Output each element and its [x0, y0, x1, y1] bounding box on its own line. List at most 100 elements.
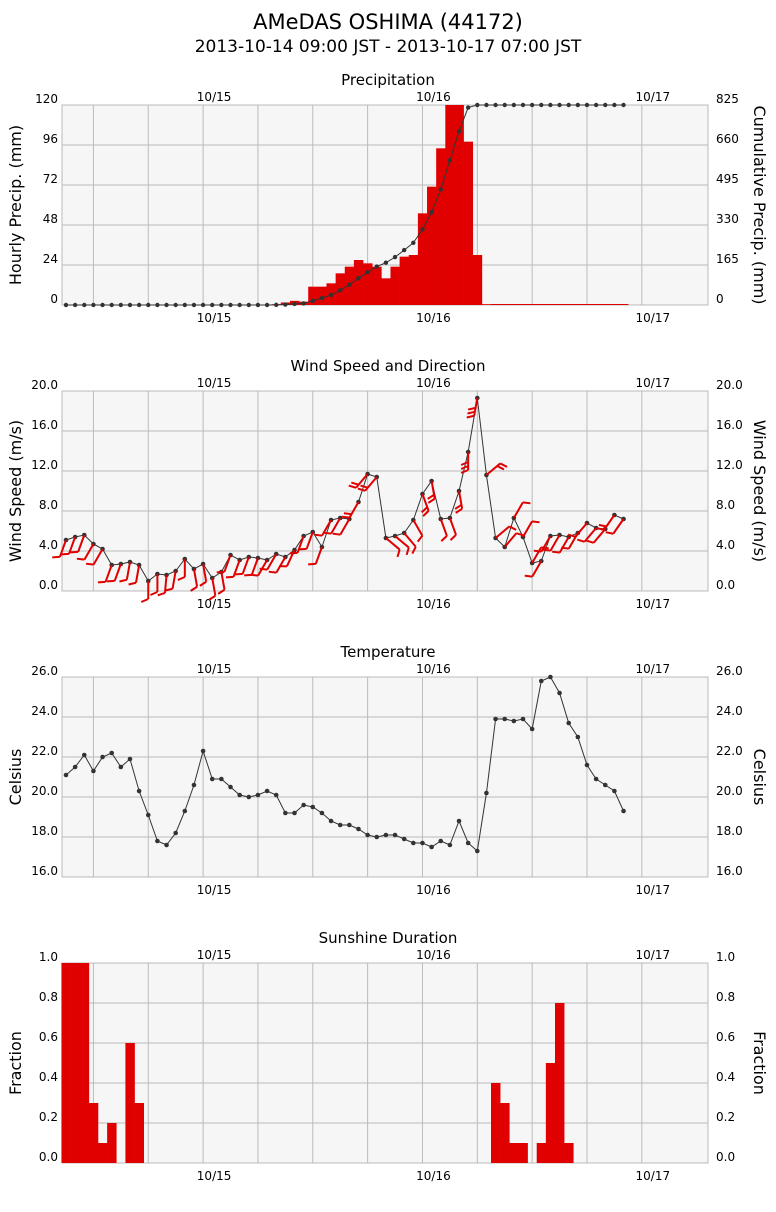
cumulative-point: [283, 302, 288, 307]
y-tick-label-right: 12.0: [716, 458, 743, 472]
x-tick-label: 10/17: [636, 883, 671, 897]
y-tick-label-right: 165: [716, 252, 739, 266]
wind-barb: [531, 546, 543, 564]
cumulative-point: [310, 298, 315, 303]
cumulative-point: [401, 247, 407, 253]
wind-barb-flag: [460, 469, 469, 474]
x-tick-label: 10/15: [197, 948, 232, 962]
series-point: [145, 812, 151, 818]
x-tick-label: 10/15: [197, 1169, 232, 1183]
series-point: [502, 716, 508, 722]
wind-barb: [275, 556, 287, 574]
x-tick-label: 10/16: [416, 311, 451, 325]
bar: [481, 304, 492, 305]
cumulative-point: [621, 102, 626, 108]
wind-barb-flag: [598, 523, 607, 528]
y-tick-label: 0.0: [39, 1150, 58, 1164]
bar: [500, 1103, 510, 1163]
wind-barb-flag: [522, 501, 531, 505]
wind-barb: [232, 559, 241, 578]
bar: [545, 1063, 556, 1163]
wind-barb-flag: [199, 580, 207, 587]
cumulative-point: [173, 302, 178, 308]
cumulative-point: [118, 302, 124, 308]
y-tick-label: 0.2: [39, 1110, 58, 1124]
y-tick-label-right: 26.0: [716, 664, 743, 678]
chart-title: Precipitation: [341, 71, 435, 89]
y-tick-label: 16.0: [31, 418, 58, 432]
wind-barb: [448, 517, 457, 536]
wind-barb-flag: [596, 527, 605, 531]
y-tick-label: 20.0: [31, 784, 58, 798]
wind-barb-flag: [360, 484, 369, 489]
bar: [618, 304, 629, 305]
wind-barb: [211, 577, 217, 596]
chart-title: Temperature: [339, 643, 435, 661]
wind-barb-flag: [396, 549, 401, 558]
wind-barb-flag: [499, 462, 508, 468]
wind-barb: [540, 535, 552, 553]
wind-barb-flag: [460, 465, 469, 470]
x-tick-label: 10/15: [197, 376, 232, 390]
series-point: [429, 844, 434, 850]
y-tick-label: 0.0: [39, 578, 58, 592]
series-point: [273, 792, 279, 798]
series-point: [72, 764, 78, 770]
y-tick-label-right: 660: [716, 132, 739, 146]
x-tick-label: 10/16: [416, 90, 451, 104]
cumulative-point: [383, 260, 389, 265]
cumulative-point: [392, 254, 398, 260]
series-point: [374, 834, 380, 840]
y-axis-label-right: Fraction: [750, 1031, 769, 1095]
wind-barb: [296, 535, 305, 554]
wind-barb-flag: [455, 507, 463, 514]
series-point: [337, 822, 343, 828]
cumulative-point: [456, 129, 462, 134]
cumulative-point: [246, 302, 251, 308]
wind-barb-flag: [576, 538, 585, 543]
bar: [61, 963, 71, 1163]
wind-barb: [394, 535, 410, 549]
wind-barb: [494, 525, 511, 539]
bar: [308, 286, 318, 305]
y-tick-label-right: 0.0: [716, 1150, 735, 1164]
x-tick-label: 10/16: [416, 662, 451, 676]
bar: [79, 963, 90, 1163]
wind-barb: [192, 568, 199, 587]
y-tick-label-right: 20.0: [716, 378, 743, 392]
plot-area: [61, 390, 709, 592]
y-tick-label: 0: [50, 292, 58, 306]
wind-barb: [250, 557, 259, 576]
series-point: [91, 768, 96, 774]
y-tick-label: 18.0: [31, 824, 58, 838]
wind-barb-flag: [323, 531, 332, 535]
cumulative-point: [475, 102, 480, 108]
cumulative-point: [338, 288, 343, 293]
cumulative-point: [301, 301, 306, 306]
wind-barb-flag: [561, 546, 569, 550]
wind-barb: [522, 520, 533, 538]
chart-title: Wind Speed and Direction: [290, 357, 485, 375]
series-point: [228, 784, 233, 790]
series-point: [621, 808, 626, 814]
wind-barb: [503, 532, 518, 548]
wind-barb: [241, 556, 250, 575]
series-point: [292, 810, 297, 816]
wind-barb-flag: [454, 503, 462, 510]
series-point: [283, 810, 288, 816]
series-point: [493, 716, 498, 722]
y-tick-label-right: 825: [716, 92, 739, 106]
series-point: [602, 782, 608, 788]
wind-barb: [583, 527, 597, 543]
bar: [518, 304, 528, 305]
cumulative-point: [109, 302, 114, 308]
bar: [408, 255, 419, 305]
bar: [353, 260, 364, 305]
wind-barb-flag: [190, 585, 198, 592]
wind-barb: [403, 532, 417, 548]
series-point: [456, 818, 462, 824]
cumulative-point: [566, 102, 571, 108]
cumulative-point: [63, 302, 69, 308]
wind-barb: [531, 560, 543, 578]
wind-barb-flag: [164, 587, 173, 592]
